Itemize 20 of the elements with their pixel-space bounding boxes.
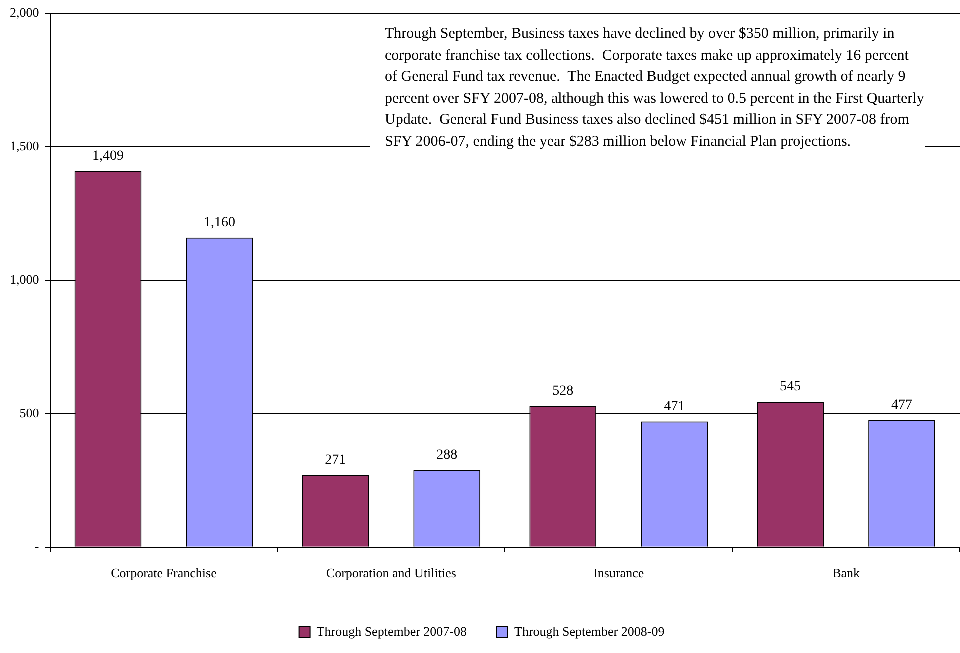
y-tick-label: 2,000 (10, 5, 40, 20)
y-tick-label: 500 (20, 405, 40, 420)
data-label: 271 (325, 452, 346, 468)
y-tick-label: 1,000 (10, 272, 40, 288)
x-tick-label: Insurance (594, 566, 644, 581)
annotation: Through September, Business taxes have declined by over $350 million, primarily in corporate franchise tax collections. Corporate taxes make up approximately 16 percent of General Fund tax revenue. The Enacted Budget expected annual growth of nearly 9 percent over SFY 2007-08, although this was lowered to 0.5 percent in the First Quarterly Update. General Fund Business taxes also declined $451 million in SFY 2007-08 from SFY 2006-07, ending the year $283 million below Financial Plan projections. (385, 25, 925, 152)
x-tick-label: Bank (832, 566, 860, 581)
data-label: 477 (892, 398, 913, 413)
data-label: 545 (780, 380, 802, 395)
x-tick-label: Corporate Franchise (111, 566, 218, 581)
data-label: 1,409 (92, 149, 124, 164)
y-tick-label: 1,500 (10, 138, 40, 154)
legend-label: Through September 2007-08 (316, 624, 468, 639)
legend-label: Through September 2008-09 (514, 624, 665, 639)
data-label: 471 (664, 399, 686, 414)
data-label: 1,160 (204, 216, 236, 231)
data-label: 288 (436, 448, 458, 464)
x-tick-label: Corporation and Utilities (326, 566, 456, 581)
y-tick-label: - (34, 538, 40, 554)
data-label: 528 (552, 384, 574, 400)
